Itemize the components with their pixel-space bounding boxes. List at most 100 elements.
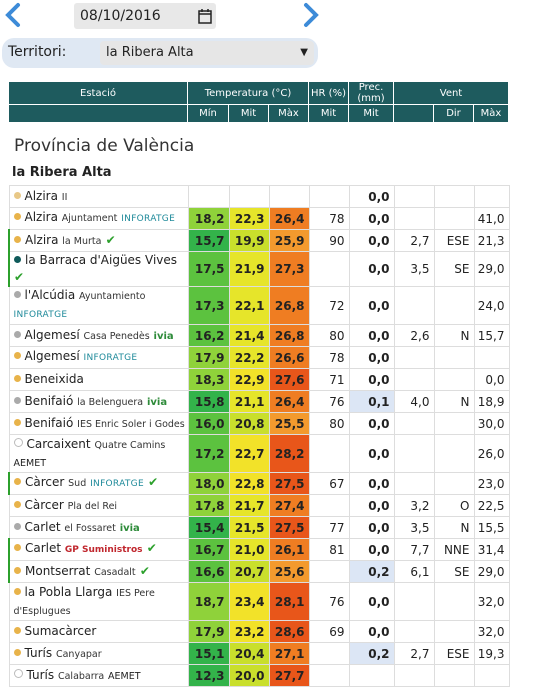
stations-table: Alzira II 0,0 Alzira Ajuntament INFORATGE 1… xyxy=(8,185,510,687)
value-cell: 15,1 xyxy=(187,642,230,665)
value-cell: 78 xyxy=(308,346,350,369)
value-cell: 26,0 xyxy=(473,434,510,473)
station-cell: Turís Calabarra AEMET xyxy=(8,664,189,687)
station-row: Benifaió IES Enric Soler i Godes 16,0 20,8… xyxy=(8,412,510,435)
value-cell: O xyxy=(433,494,475,517)
status-dot xyxy=(13,330,21,338)
prev-day[interactable] xyxy=(2,2,26,28)
value-cell: 20,7 xyxy=(228,560,270,583)
network-label: ivia xyxy=(146,396,168,408)
value-cell: 76 xyxy=(308,582,350,621)
station-name: la Pobla Llarga xyxy=(24,584,113,599)
value-cell: 77 xyxy=(308,516,350,539)
territory-select[interactable]: la Ribera Alta ▼ xyxy=(100,41,314,65)
value-cell: 3,2 xyxy=(393,494,435,517)
value-cell: 0,0 xyxy=(473,368,510,391)
station-name: Càrcer xyxy=(24,497,64,512)
value-cell: 27,5 xyxy=(268,516,310,539)
status-dot xyxy=(14,566,21,574)
value-cell: 26,4 xyxy=(268,207,310,230)
next-day[interactable] xyxy=(298,2,322,28)
value-cell xyxy=(308,642,350,665)
value-cell: 90 xyxy=(308,229,350,252)
station-cell: Benifaió IES Enric Soler i Godes xyxy=(8,412,189,435)
value-cell: 26,4 xyxy=(268,390,310,413)
network-label: ivia xyxy=(119,522,140,534)
station-sub: II xyxy=(61,191,68,203)
value-cell: 21,5 xyxy=(228,516,270,539)
value-cell xyxy=(393,664,435,687)
network-label: INFORATGE xyxy=(90,479,144,489)
value-cell: 69 xyxy=(308,620,350,643)
station-sub: Casadalt xyxy=(94,566,136,578)
station-name: Turís xyxy=(24,645,53,660)
value-cell: 27,4 xyxy=(268,494,310,517)
status-dot xyxy=(14,256,21,263)
status-dot xyxy=(13,213,21,220)
station-cell: la Barraca d'Aigües Vives ✔ xyxy=(8,251,189,287)
value-cell: 17,9 xyxy=(187,620,230,643)
station-cell: Algemesí INFORATGE xyxy=(8,346,189,369)
value-cell: 12,3 xyxy=(187,664,230,687)
verified-check: ✔ xyxy=(142,541,157,555)
value-cell xyxy=(393,434,435,473)
verified-check: ✔ xyxy=(135,563,150,578)
value-cell: 27,6 xyxy=(268,368,310,391)
value-cell: 26,8 xyxy=(268,286,310,325)
value-cell: 0,0 xyxy=(348,620,395,643)
value-cell: 0,0 xyxy=(348,207,395,230)
station-name: Algemesí xyxy=(24,349,80,363)
value-cell: 22,7 xyxy=(228,434,270,473)
value-cell xyxy=(433,346,475,369)
value-cell: 16,7 xyxy=(187,538,230,561)
date-input[interactable]: 08/10/2016 xyxy=(74,3,216,29)
verified-check: ✔ xyxy=(14,270,25,284)
station-cell: Algemesí Casa Penedès ivia xyxy=(8,324,189,347)
status-dot xyxy=(13,627,21,634)
status-dot xyxy=(13,396,21,404)
station-row: Algemesí INFORATGE 17,9 22,2 26,6 78 0,0 xyxy=(8,346,510,369)
value-cell: 21,9 xyxy=(228,251,270,287)
value-cell: 0,0 xyxy=(348,412,395,435)
station-cell: Carcaixent Quatre Camins AEMET xyxy=(8,434,189,473)
subheader: Mín xyxy=(187,104,229,123)
station-sub: Ajuntament xyxy=(61,213,118,224)
value-cell: 0,0 xyxy=(348,494,395,517)
value-cell: 3,5 xyxy=(393,251,435,287)
subheader: Mit xyxy=(348,104,394,123)
value-cell xyxy=(473,664,510,687)
station-row: Benifaió la Belenguera ivia 15,8 21,1 26,4 7… xyxy=(8,390,510,413)
status-dot xyxy=(13,587,21,595)
value-cell: 25,5 xyxy=(268,412,310,435)
value-cell: 17,8 xyxy=(187,494,230,517)
status-dot xyxy=(13,668,23,678)
value-cell: 31,4 xyxy=(473,538,510,561)
value-cell: ESE xyxy=(433,229,475,252)
station-sub: Calabarra xyxy=(57,670,105,682)
value-cell: 20,8 xyxy=(228,412,270,435)
value-cell: 16,6 xyxy=(187,560,230,583)
station-row: Algemesí Casa Penedès ivia 16,2 21,4 26,8 80… xyxy=(8,324,510,347)
station-name: Alzira xyxy=(24,188,58,203)
station-name: Montserrat xyxy=(25,563,91,578)
value-cell xyxy=(348,664,395,687)
value-cell xyxy=(393,472,435,495)
status-dot xyxy=(13,648,21,656)
status-dot xyxy=(13,352,21,359)
value-cell: 29,0 xyxy=(473,560,510,583)
value-cell xyxy=(433,286,475,325)
group-header: Estació xyxy=(8,81,188,105)
value-cell xyxy=(393,207,435,230)
value-cell: 21,4 xyxy=(228,324,270,347)
network-label: ivia xyxy=(153,330,174,342)
value-cell xyxy=(473,346,510,369)
station-row: Turís Calabarra AEMET 12,3 20,0 27,7 xyxy=(8,664,510,687)
value-cell: 32,0 xyxy=(473,620,510,643)
value-cell: 17,9 xyxy=(187,346,230,369)
value-cell: 28,6 xyxy=(268,620,310,643)
province-title: Província de València xyxy=(14,136,195,156)
value-cell: 23,0 xyxy=(473,472,510,495)
station-name: Alzira xyxy=(24,210,58,224)
value-cell xyxy=(308,251,350,287)
value-cell xyxy=(433,412,475,435)
